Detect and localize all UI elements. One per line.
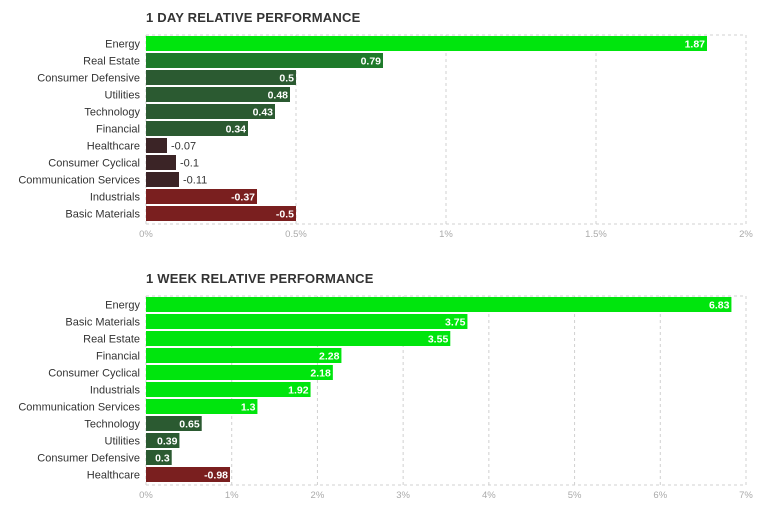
category-label: Technology bbox=[84, 107, 140, 119]
tick-label: 2% bbox=[311, 490, 325, 501]
tick-label: 0% bbox=[139, 229, 153, 240]
chart-title: 1 WEEK RELATIVE PERFORMANCE bbox=[146, 271, 374, 286]
chart-1-week: 1 WEEK RELATIVE PERFORMANCE 0% 1% 2% 3% 4% 5%… bbox=[0, 271, 759, 505]
tick-label: 3% bbox=[396, 490, 410, 501]
bar bbox=[146, 433, 180, 448]
tick-label: 7% bbox=[739, 490, 753, 501]
data-label: 0.3 bbox=[155, 453, 170, 465]
category-label: Communication Services bbox=[18, 402, 140, 414]
data-label: -0.5 bbox=[276, 209, 294, 221]
data-label: 2.18 bbox=[310, 368, 331, 380]
bar bbox=[146, 382, 311, 397]
data-label: -0.98 bbox=[204, 470, 228, 482]
bar bbox=[146, 36, 707, 51]
bar bbox=[146, 172, 179, 187]
bar bbox=[146, 348, 342, 363]
data-label: -0.11 bbox=[183, 175, 207, 187]
bar bbox=[146, 399, 258, 414]
chart-1-week-plot: 0% 1% 2% 3% 4% 5% 6% 7% Energy 6.83 Basic Material… bbox=[18, 295, 753, 501]
bar bbox=[146, 53, 383, 68]
tick-label: 5% bbox=[568, 490, 582, 501]
category-label: Energy bbox=[105, 39, 140, 51]
category-label: Consumer Cyclical bbox=[48, 368, 140, 380]
category-label: Utilities bbox=[105, 90, 141, 102]
bar bbox=[146, 189, 257, 204]
bar bbox=[146, 206, 296, 221]
bar bbox=[146, 416, 202, 431]
category-label: Basic Materials bbox=[65, 209, 140, 221]
data-label: 0.79 bbox=[361, 56, 382, 68]
bar bbox=[146, 314, 468, 329]
data-label: 3.55 bbox=[428, 334, 449, 346]
tick-label: 1.5% bbox=[585, 229, 607, 240]
bar bbox=[146, 138, 167, 153]
bar bbox=[146, 104, 275, 119]
bar bbox=[146, 467, 230, 482]
chart-1-day: 1 DAY RELATIVE PERFORMANCE 0% 0.5% 1% 1.5% 2… bbox=[0, 10, 759, 245]
category-label: Utilities bbox=[105, 436, 141, 448]
category-label: Industrials bbox=[90, 385, 141, 397]
category-label: Consumer Cyclical bbox=[48, 158, 140, 170]
category-label: Financial bbox=[96, 124, 140, 136]
category-label: Industrials bbox=[90, 192, 141, 204]
bar bbox=[146, 121, 248, 136]
data-label: 1.3 bbox=[241, 402, 256, 414]
data-label: -0.1 bbox=[180, 158, 199, 170]
data-label: 3.75 bbox=[445, 317, 466, 329]
bar bbox=[146, 331, 451, 346]
data-label: 0.5 bbox=[279, 73, 294, 85]
category-label: Basic Materials bbox=[65, 317, 140, 329]
tick-label: 4% bbox=[482, 490, 496, 501]
bar bbox=[146, 155, 176, 170]
category-label: Energy bbox=[105, 300, 140, 312]
data-label: 0.43 bbox=[253, 107, 274, 119]
category-label: Consumer Defensive bbox=[37, 73, 140, 85]
category-label: Real Estate bbox=[83, 334, 140, 346]
category-label: Technology bbox=[84, 419, 140, 431]
category-label: Healthcare bbox=[87, 141, 140, 153]
data-label: -0.37 bbox=[231, 192, 255, 204]
tick-label: 0% bbox=[139, 490, 153, 501]
tick-label: 6% bbox=[653, 490, 667, 501]
data-label: 1.87 bbox=[685, 39, 706, 51]
data-label: -0.07 bbox=[171, 141, 196, 153]
bar bbox=[146, 87, 290, 102]
category-label: Real Estate bbox=[83, 56, 140, 68]
bar bbox=[146, 365, 333, 380]
data-label: 2.28 bbox=[319, 351, 340, 363]
bar bbox=[146, 450, 172, 465]
bar bbox=[146, 297, 732, 312]
bar bbox=[146, 70, 296, 85]
data-label: 1.92 bbox=[288, 385, 309, 397]
tick-label: 0.5% bbox=[285, 229, 307, 240]
data-label: 6.83 bbox=[709, 300, 730, 312]
category-label: Financial bbox=[96, 351, 140, 363]
chart-1-day-plot: 0% 0.5% 1% 1.5% 2% Energy 1.87 Real Estate 0.79 C… bbox=[18, 34, 753, 240]
data-label: 0.65 bbox=[179, 419, 200, 431]
data-label: 0.34 bbox=[226, 124, 247, 136]
category-label: Healthcare bbox=[87, 470, 140, 482]
chart-title: 1 DAY RELATIVE PERFORMANCE bbox=[146, 10, 361, 25]
tick-label: 2% bbox=[739, 229, 753, 240]
data-label: 0.39 bbox=[157, 436, 178, 448]
tick-label: 1% bbox=[439, 229, 453, 240]
category-label: Communication Services bbox=[18, 175, 140, 187]
data-label: 0.48 bbox=[268, 90, 289, 102]
tick-label: 1% bbox=[225, 490, 239, 501]
category-label: Consumer Defensive bbox=[37, 453, 140, 465]
